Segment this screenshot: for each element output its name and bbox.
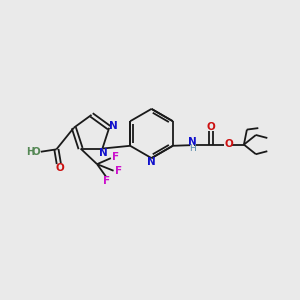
- Text: H: H: [26, 147, 34, 157]
- Text: O: O: [206, 122, 215, 132]
- Text: O: O: [55, 163, 64, 173]
- Text: F: F: [115, 166, 122, 176]
- Text: O: O: [224, 139, 233, 149]
- Text: N: N: [188, 137, 196, 147]
- Text: O: O: [31, 147, 40, 157]
- Text: F: F: [103, 176, 110, 186]
- Text: N: N: [147, 157, 156, 167]
- Text: N: N: [99, 148, 107, 158]
- Text: H: H: [189, 144, 195, 153]
- Text: F: F: [112, 152, 118, 162]
- Text: N: N: [109, 121, 118, 131]
